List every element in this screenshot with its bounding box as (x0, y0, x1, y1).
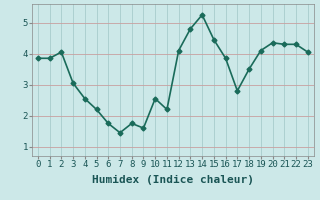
X-axis label: Humidex (Indice chaleur): Humidex (Indice chaleur) (92, 175, 254, 185)
